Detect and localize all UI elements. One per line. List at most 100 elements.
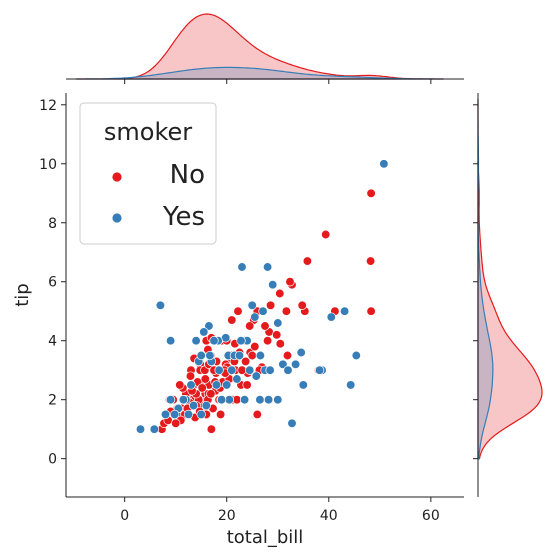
scatter-point-no xyxy=(171,418,181,428)
scatter-point-no xyxy=(237,365,247,375)
scatter-point-no xyxy=(252,409,262,420)
scatter-point-yes xyxy=(283,365,293,375)
y-tick-label: 8 xyxy=(48,216,57,232)
x-tick-label: 20 xyxy=(218,508,236,524)
scatter-point-no xyxy=(365,256,376,266)
scatter-point-no xyxy=(321,229,331,240)
scatter-point-yes xyxy=(290,359,301,369)
scatter-point-no xyxy=(227,315,237,325)
scatter-point-yes xyxy=(296,347,306,358)
scatter-point-yes xyxy=(273,395,283,405)
scatter-point-no xyxy=(242,380,252,390)
right-marginal-kde xyxy=(477,98,543,460)
scatter-point-yes xyxy=(227,365,237,375)
scatter-point-yes xyxy=(160,409,171,420)
scatter-point-no xyxy=(175,380,185,390)
scatter-point-yes xyxy=(326,312,336,322)
x-tick-label: 0 xyxy=(120,508,129,524)
x-ticks: 0 20 40 60 xyxy=(120,497,440,524)
y-tick-label: 6 xyxy=(48,275,57,291)
scatter-point-yes xyxy=(222,380,232,390)
scatter-point-yes xyxy=(255,395,265,405)
scatter-point-yes xyxy=(247,300,257,310)
scatter-point-yes xyxy=(245,365,255,375)
scatter-point-yes xyxy=(287,418,297,428)
scatter-point-yes xyxy=(234,350,245,361)
scatter-point-yes xyxy=(379,159,389,169)
scatter-point-yes xyxy=(236,336,246,346)
x-tick-label: 60 xyxy=(422,508,440,524)
legend-marker-yes xyxy=(111,212,123,224)
y-tick-label: 0 xyxy=(48,452,57,468)
scatter-point-yes xyxy=(155,300,166,310)
legend-label-yes: Yes xyxy=(162,202,205,232)
top-kde-yes xyxy=(76,66,444,80)
scatter-point-no xyxy=(366,306,376,316)
scatter-point-yes xyxy=(196,409,206,420)
scatter-point-no xyxy=(260,321,270,331)
scatter-point-yes xyxy=(278,359,288,369)
scatter-point-yes xyxy=(188,400,199,411)
scatter-point-no xyxy=(302,256,313,266)
scatter-points xyxy=(135,159,389,434)
y-axis-label: tip xyxy=(12,283,33,306)
scatter-point-no xyxy=(206,424,217,434)
legend-frame xyxy=(79,102,217,245)
scatter-point-yes xyxy=(258,306,268,316)
y-tick-label: 2 xyxy=(48,393,57,409)
scatter-point-yes xyxy=(251,371,261,381)
scatter-point-yes xyxy=(178,395,189,405)
y-tick-label: 10 xyxy=(39,157,57,173)
scatter-point-no xyxy=(275,339,285,349)
scatter-point-no xyxy=(233,306,243,316)
scatter-point-no xyxy=(366,188,376,198)
scatter-point-yes xyxy=(346,380,356,390)
scatter-point-no xyxy=(272,330,282,340)
scatter-point-yes xyxy=(262,262,273,272)
scatter-point-no xyxy=(245,321,255,331)
scatter-point-no xyxy=(197,383,207,393)
scatter-point-yes xyxy=(214,365,224,375)
x-axis-label: total_bill xyxy=(227,527,304,548)
legend-label-no: No xyxy=(170,160,205,190)
scatter-point-yes xyxy=(204,321,214,331)
scatter-point-no xyxy=(250,341,260,352)
scatter-point-no xyxy=(240,356,251,367)
scatter-point-no xyxy=(281,306,292,316)
scatter-point-yes xyxy=(250,312,260,322)
scatter-point-no xyxy=(297,300,307,310)
scatter-point-yes xyxy=(314,365,325,375)
scatter-point-yes xyxy=(170,409,180,420)
scatter-point-no xyxy=(200,374,210,384)
right-marginal-ticks xyxy=(473,104,478,460)
scatter-point-no xyxy=(282,350,293,361)
scatter-point-yes xyxy=(196,350,206,361)
scatter-point-yes xyxy=(265,365,275,375)
legend-marker-no xyxy=(111,171,123,183)
legend-title: smoker xyxy=(104,118,192,146)
scatter-point-no xyxy=(275,288,285,299)
scatter-point-yes xyxy=(183,409,194,420)
scatter-point-yes xyxy=(273,318,283,328)
scatter-point-yes xyxy=(201,400,211,411)
scatter-point-no xyxy=(247,350,257,361)
scatter-point-no xyxy=(215,409,226,420)
scatter-point-yes xyxy=(232,374,242,384)
scatter-point-no xyxy=(265,300,276,310)
scatter-point-no xyxy=(285,277,295,287)
scatter-point-no xyxy=(206,389,216,399)
x-tick-label: 40 xyxy=(320,508,338,524)
scatter-point-yes xyxy=(209,336,219,346)
scatter-point-yes xyxy=(186,380,196,390)
scatter-point-no xyxy=(185,371,196,381)
top-marginal-kde xyxy=(76,13,444,80)
scatter-point-yes xyxy=(205,350,215,361)
scatter-point-yes xyxy=(165,395,176,405)
y-tick-label: 12 xyxy=(39,98,57,114)
scatter-point-yes xyxy=(351,350,361,361)
scatter-point-yes xyxy=(135,424,146,434)
scatter-point-yes xyxy=(216,395,227,405)
scatter-point-no xyxy=(262,336,273,346)
scatter-point-yes xyxy=(255,350,266,361)
